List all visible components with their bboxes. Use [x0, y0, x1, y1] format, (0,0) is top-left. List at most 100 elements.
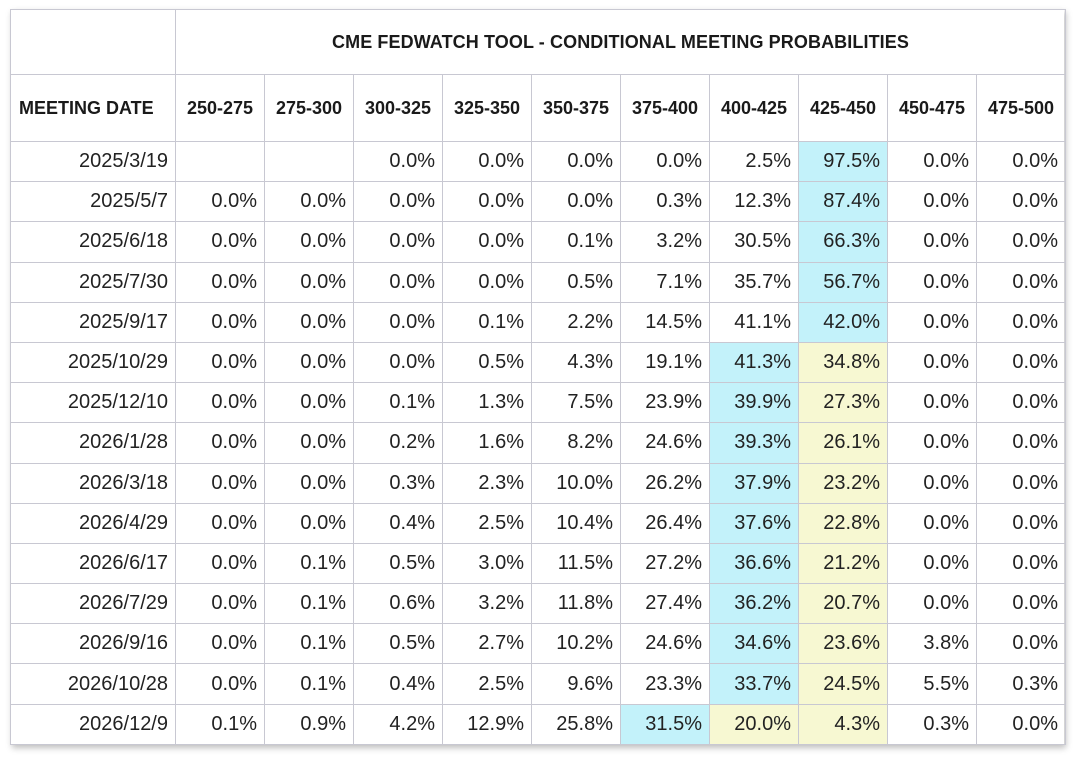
probability-cell: 8.2%	[531, 422, 621, 464]
probability-cell: 41.1%	[709, 301, 799, 343]
probability-cell: 39.9%	[709, 382, 799, 424]
probability-cell: 0.5%	[442, 341, 532, 384]
probability-cell: 0.0%	[442, 140, 532, 183]
probability-cell: 11.5%	[531, 542, 621, 585]
probability-cell: 0.0%	[887, 583, 977, 625]
probability-cell: 0.0%	[175, 301, 265, 343]
probability-cell: 66.3%	[798, 221, 888, 263]
probability-cell: 0.0%	[976, 140, 1066, 183]
probability-cell: 0.0%	[175, 583, 265, 625]
meeting-date-cell: 2025/10/29	[10, 341, 176, 384]
table-row: 2026/1/28 0.0% 0.0% 0.2% 1.6% 8.2% 24.6% 39.3% 2…	[10, 422, 1066, 464]
range-header: 325-350	[442, 74, 532, 142]
probability-cell: 3.2%	[620, 221, 710, 263]
probability-cell: 0.0%	[175, 221, 265, 263]
meeting-date-cell: 2026/1/28	[10, 422, 176, 464]
probability-cell: 2.5%	[442, 663, 532, 705]
probability-cell: 0.1%	[264, 623, 354, 665]
probability-cell: 0.1%	[264, 542, 354, 585]
probability-cell: 20.0%	[709, 703, 799, 745]
probability-cell: 0.0%	[264, 502, 354, 544]
probability-cell: 23.3%	[620, 663, 710, 705]
probability-cell: 0.0%	[353, 140, 443, 183]
table-row: 2026/4/29 0.0% 0.0% 0.4% 2.5% 10.4% 26.4% 37.6%…	[10, 502, 1066, 544]
probability-cell: 12.3%	[709, 181, 799, 223]
probability-cell: 0.0%	[264, 301, 354, 343]
probability-cell: 33.7%	[709, 663, 799, 705]
probability-cell: 0.0%	[175, 341, 265, 384]
meeting-date-cell: 2025/7/30	[10, 261, 176, 303]
probability-cell: 22.8%	[798, 502, 888, 544]
table-row: 2025/7/30 0.0% 0.0% 0.0% 0.0% 0.5% 7.1% 35.7% 56…	[10, 261, 1066, 303]
table-body: 2025/3/19 0.0% 0.0% 0.0% 0.0% 2.5% 97.5% 0.0% 0.…	[10, 140, 1066, 745]
probabilities-table-container: CME FEDWATCH TOOL - CONDITIONAL MEETING …	[10, 9, 1066, 745]
probability-cell: 0.0%	[175, 623, 265, 665]
table-row: 2026/6/17 0.0% 0.1% 0.5% 3.0% 11.5% 27.2% 36.6%…	[10, 542, 1066, 585]
probability-cell: 0.0%	[976, 261, 1066, 303]
probability-cell: 0.0%	[442, 181, 532, 223]
probability-cell: 0.0%	[353, 341, 443, 384]
meeting-date-cell: 2025/12/10	[10, 382, 176, 424]
probability-cell: 27.4%	[620, 583, 710, 625]
table-row: 2025/5/7 0.0% 0.0% 0.0% 0.0% 0.0% 0.3% 12.3% 87.…	[10, 181, 1066, 223]
probability-cell: 2.7%	[442, 623, 532, 665]
meeting-date-cell: 2026/6/17	[10, 542, 176, 585]
probability-cell: 10.0%	[531, 462, 621, 504]
probability-cell: 0.0%	[887, 140, 977, 183]
probability-cell: 0.1%	[442, 301, 532, 343]
probability-cell: 35.7%	[709, 261, 799, 303]
probability-cell: 3.8%	[887, 623, 977, 665]
probability-cell: 11.8%	[531, 583, 621, 625]
meeting-date-header: MEETING DATE	[10, 74, 176, 142]
probability-cell: 0.0%	[353, 261, 443, 303]
table-row: 2026/12/9 0.1% 0.9% 4.2% 12.9% 25.8% 31.5% 20.0…	[10, 703, 1066, 745]
probability-cell: 56.7%	[798, 261, 888, 303]
probability-cell: 23.6%	[798, 623, 888, 665]
probability-cell: 36.6%	[709, 542, 799, 585]
meeting-date-cell: 2026/7/29	[10, 583, 176, 625]
table-row: 2025/10/29 0.0% 0.0% 0.0% 0.5% 4.3% 19.1% 41.3%…	[10, 341, 1066, 384]
probability-cell: 39.3%	[709, 422, 799, 464]
probability-cell: 4.3%	[798, 703, 888, 745]
probability-cell: 0.5%	[353, 623, 443, 665]
probability-cell: 0.0%	[887, 462, 977, 504]
range-header: 300-325	[353, 74, 443, 142]
probability-cell: 10.2%	[531, 623, 621, 665]
probability-cell: 2.5%	[442, 502, 532, 544]
probability-cell: 0.0%	[264, 221, 354, 263]
probability-cell: 7.5%	[531, 382, 621, 424]
table-row: 2026/10/28 0.0% 0.1% 0.4% 2.5% 9.6% 23.3% 33.7%…	[10, 663, 1066, 705]
probability-cell: 2.5%	[709, 140, 799, 183]
header-row: MEETING DATE 250-275 275-300 300-325 325…	[10, 74, 1066, 142]
probability-cell: 27.2%	[620, 542, 710, 585]
probability-cell: 0.5%	[353, 542, 443, 585]
probability-cell: 26.2%	[620, 462, 710, 504]
probability-cell: 0.0%	[264, 261, 354, 303]
meeting-date-cell: 2025/3/19	[10, 140, 176, 183]
probability-cell: 23.9%	[620, 382, 710, 424]
probability-cell: 2.3%	[442, 462, 532, 504]
probability-cell: 0.3%	[887, 703, 977, 745]
probability-cell: 0.3%	[976, 663, 1066, 705]
probability-cell: 26.1%	[798, 422, 888, 464]
title-row: CME FEDWATCH TOOL - CONDITIONAL MEETING …	[10, 9, 1066, 75]
probability-cell: 31.5%	[620, 703, 710, 745]
range-header: 350-375	[531, 74, 621, 142]
probability-cell: 1.6%	[442, 422, 532, 464]
probability-cell: 0.1%	[353, 382, 443, 424]
probability-cell: 0.0%	[887, 382, 977, 424]
probability-cell: 0.0%	[175, 261, 265, 303]
probability-cell: 0.0%	[887, 261, 977, 303]
probability-cell: 0.3%	[353, 462, 443, 504]
probability-cell: 0.0%	[976, 703, 1066, 745]
table-row: 2025/12/10 0.0% 0.0% 0.1% 1.3% 7.5% 23.9% 39.9%…	[10, 382, 1066, 424]
corner-cell	[10, 9, 176, 75]
probability-cell: 4.3%	[531, 341, 621, 384]
probability-cell: 3.0%	[442, 542, 532, 585]
range-header: 450-475	[887, 74, 977, 142]
probability-cell: 20.7%	[798, 583, 888, 625]
probability-cell: 1.3%	[442, 382, 532, 424]
probability-cell: 12.9%	[442, 703, 532, 745]
meeting-date-cell: 2026/12/9	[10, 703, 176, 745]
probability-cell: 0.0%	[264, 181, 354, 223]
